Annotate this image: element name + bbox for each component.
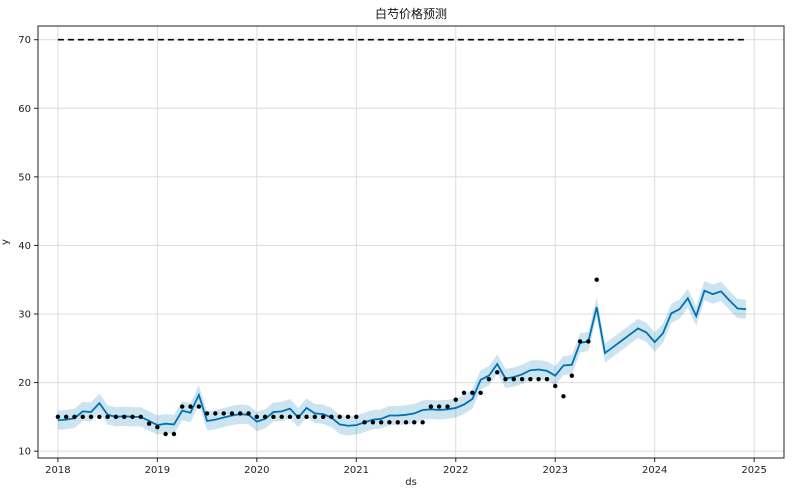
observed-point xyxy=(97,414,102,420)
observed-point xyxy=(279,414,284,420)
x-tick-label: 2025 xyxy=(741,465,766,476)
observed-point xyxy=(577,339,583,344)
observed-point xyxy=(478,390,483,396)
observed-point xyxy=(287,414,293,420)
observed-point xyxy=(271,414,276,420)
observed-point xyxy=(213,411,218,416)
observed-point xyxy=(312,414,318,420)
forecast-line xyxy=(57,289,746,427)
observed-point xyxy=(536,376,541,382)
observed-point xyxy=(436,404,442,409)
x-tick-label: 2019 xyxy=(145,465,170,476)
observed-point xyxy=(337,414,342,420)
observed-point xyxy=(146,421,152,426)
observed-point xyxy=(88,414,94,420)
observed-point xyxy=(262,414,268,420)
observed-point xyxy=(254,414,260,420)
observed-point xyxy=(519,376,525,382)
y-tick-label: 50 xyxy=(18,172,31,183)
observed-point xyxy=(63,414,69,420)
y-tick-label: 10 xyxy=(18,447,31,458)
observed-point xyxy=(378,420,384,425)
observed-point xyxy=(296,414,301,420)
observed-point xyxy=(511,376,516,382)
observed-point xyxy=(461,390,467,396)
x-axis-label: ds xyxy=(405,477,417,488)
observed-point xyxy=(55,414,61,420)
observed-point xyxy=(470,390,475,396)
observed-point xyxy=(503,376,508,382)
observed-point xyxy=(229,411,235,416)
observed-point xyxy=(345,414,351,420)
y-tick-label: 30 xyxy=(18,310,31,321)
observed-point xyxy=(171,431,177,437)
y-axis-label: y xyxy=(0,239,11,245)
observed-point xyxy=(544,376,550,382)
x-tick-label: 2021 xyxy=(344,465,369,476)
observed-point xyxy=(238,411,243,416)
observed-point xyxy=(72,414,77,420)
observed-point xyxy=(130,414,135,420)
y-tick-label: 70 xyxy=(18,35,31,46)
observed-point xyxy=(594,277,599,282)
observed-point xyxy=(528,376,533,382)
observed-point xyxy=(495,370,500,375)
observed-point xyxy=(362,420,367,425)
observed-point xyxy=(196,404,202,409)
x-axis-ticks: 2018 2019 2020 2021 2022 2023 2024 2025 xyxy=(45,458,767,476)
observed-point xyxy=(320,414,326,420)
observed-point xyxy=(370,420,376,425)
observed-point xyxy=(553,383,558,389)
observed-point xyxy=(180,404,185,409)
uncertainty-interval-band xyxy=(57,281,746,436)
observed-point xyxy=(420,420,425,425)
y-tick-label: 40 xyxy=(18,241,31,252)
observed-point xyxy=(569,373,575,378)
x-tick-label: 2023 xyxy=(543,465,568,476)
observed-point xyxy=(486,376,492,382)
observed-point xyxy=(188,404,193,409)
y-tick-label: 20 xyxy=(18,378,31,389)
observed-point xyxy=(586,339,591,344)
observed-point xyxy=(561,394,566,399)
y-tick-label: 60 xyxy=(18,104,31,115)
observed-point xyxy=(428,404,434,409)
x-tick-label: 2024 xyxy=(642,465,667,476)
observed-point xyxy=(163,431,168,437)
observed-point xyxy=(403,420,409,425)
chart-title: 白芍价格预测 xyxy=(375,6,447,21)
observed-point xyxy=(246,411,251,416)
plot-area xyxy=(37,25,785,459)
observed-point xyxy=(453,397,458,402)
x-tick-label: 2020 xyxy=(244,465,269,476)
observed-point xyxy=(387,420,392,425)
observed-point xyxy=(122,414,127,420)
observed-point xyxy=(329,414,334,420)
observed-point xyxy=(412,420,417,425)
observed-point xyxy=(113,414,119,420)
y-axis-ticks: 10 20 30 40 50 60 70 xyxy=(18,35,38,458)
observed-point xyxy=(221,411,226,416)
observed-point xyxy=(445,404,450,409)
observed-point xyxy=(105,414,110,420)
observed-point xyxy=(354,414,359,420)
observed-point xyxy=(395,420,400,425)
observed-point xyxy=(80,414,85,420)
observed-point xyxy=(304,414,309,420)
x-tick-label: 2018 xyxy=(45,465,70,476)
observed-point xyxy=(138,414,143,420)
x-tick-label: 2022 xyxy=(443,465,468,476)
observed-points xyxy=(55,277,599,437)
observed-point xyxy=(155,424,160,430)
observed-point xyxy=(204,411,210,416)
